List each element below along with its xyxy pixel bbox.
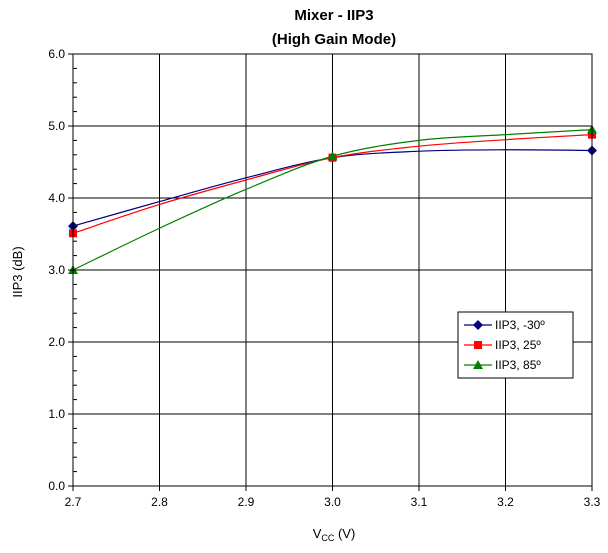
x-tick-label: 3.3: [584, 495, 601, 509]
x-axis-label-unit: (V): [334, 526, 355, 541]
x-tick-label: 3.2: [497, 495, 514, 509]
y-tick-label: 4.0: [48, 191, 65, 205]
y-tick-label: 1.0: [48, 407, 65, 421]
legend-item: IIP3, -30º: [464, 318, 545, 332]
grid: [72, 53, 593, 487]
y-tick-label: 3.0: [48, 263, 65, 277]
y-tick-label: 5.0: [48, 119, 65, 133]
chart-subtitle: (High Gain Mode): [272, 31, 396, 48]
y-tick-label: 6.0: [48, 47, 65, 61]
x-tick-label: 2.9: [238, 495, 255, 509]
x-tick-label: 3.1: [411, 495, 428, 509]
axes: 2.7 2.8 2.9 3.0 3.1 3.2 3.3 0.0 1.0 2.0 3.0 4.0 5.0 6…: [48, 47, 600, 509]
legend-marker: [473, 360, 483, 369]
y-tick-label: 2.0: [48, 335, 65, 349]
x-axis-label: VCC (V): [313, 526, 356, 543]
legend-marker: [473, 320, 483, 330]
data-point: [327, 151, 338, 161]
legend-label: IIP3, 25º: [495, 338, 541, 352]
plot-border: [72, 53, 593, 487]
x-axis-label-subscript: CC: [321, 533, 334, 543]
legend: IIP3, -30º IIP3, 25º IIP3, 85º: [457, 311, 574, 379]
y-axis-label: IIP3 (dB): [10, 246, 25, 297]
legend-item: IIP3, 25º: [464, 338, 541, 352]
x-tick-label: 2.8: [151, 495, 168, 509]
x-tick-label: 2.7: [65, 495, 82, 509]
legend-marker: [474, 341, 482, 349]
legend-label: IIP3, -30º: [495, 318, 545, 332]
x-axis-label-main: V: [313, 526, 322, 541]
legend-item: IIP3, 85º: [464, 358, 541, 372]
series-layer: [68, 124, 597, 274]
x-tick-label: 3.0: [324, 495, 341, 509]
chart-title: Mixer - IIP3: [294, 7, 373, 24]
legend-label: IIP3, 85º: [495, 358, 541, 372]
y-tick-label: 0.0: [48, 479, 65, 493]
